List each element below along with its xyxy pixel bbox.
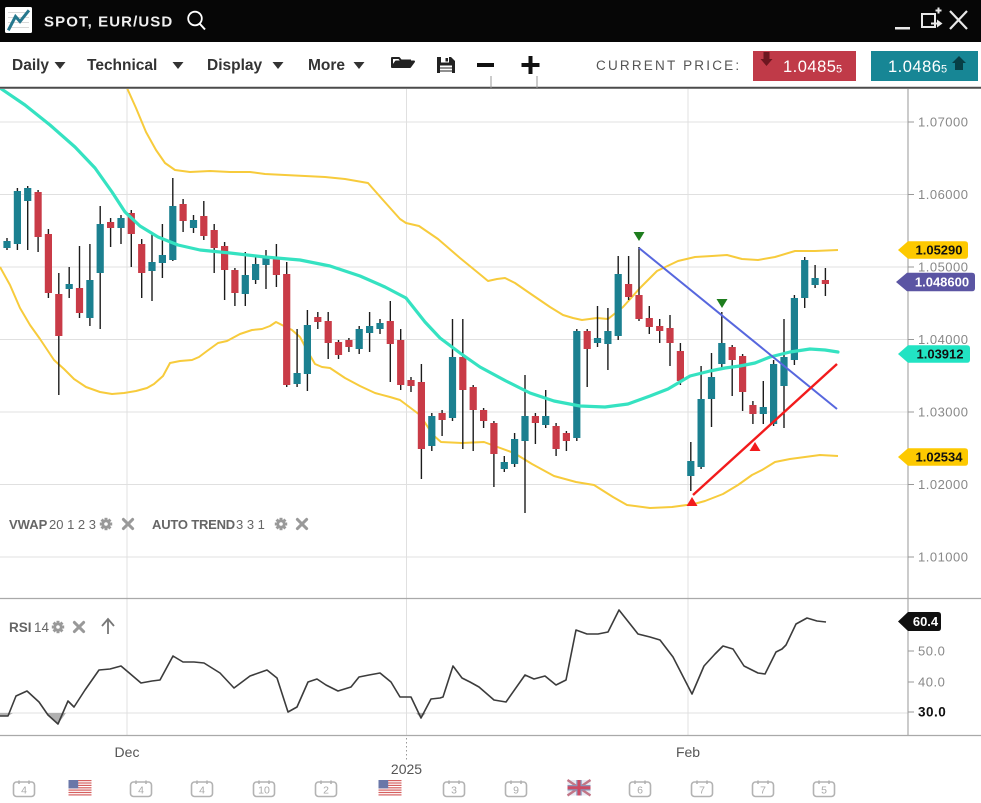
svg-text:1.06000: 1.06000 [918, 187, 969, 202]
svg-text:1.048600: 1.048600 [915, 275, 969, 290]
svg-text:1.03912: 1.03912 [917, 347, 964, 362]
svg-text:Display: Display [207, 57, 263, 74]
svg-text:3 3 1: 3 3 1 [236, 517, 265, 532]
svg-text:5: 5 [941, 64, 947, 76]
svg-text:7: 7 [699, 785, 705, 797]
svg-text:7: 7 [760, 785, 766, 797]
svg-text:2025: 2025 [391, 761, 422, 777]
svg-text:2: 2 [323, 785, 329, 797]
svg-text:50.0: 50.0 [918, 644, 945, 659]
svg-text:Technical: Technical [87, 57, 157, 74]
svg-text:VWAP: VWAP [9, 517, 48, 532]
svg-text:40.0: 40.0 [918, 675, 945, 690]
svg-text:1.0486: 1.0486 [888, 58, 941, 76]
svg-text:1.01000: 1.01000 [918, 550, 969, 565]
svg-text:10: 10 [258, 785, 270, 797]
svg-text:CURRENT PRICE:: CURRENT PRICE: [596, 58, 741, 73]
svg-text:1.03000: 1.03000 [918, 405, 969, 420]
svg-text:5: 5 [836, 64, 842, 76]
svg-text:5: 5 [821, 785, 827, 797]
svg-text:6: 6 [637, 785, 643, 797]
svg-text:Dec: Dec [115, 744, 140, 760]
svg-text:20 1 2 3: 20 1 2 3 [49, 517, 96, 532]
svg-text:3: 3 [451, 785, 457, 797]
svg-text:1.04000: 1.04000 [918, 332, 969, 347]
svg-text:1.0485: 1.0485 [783, 58, 836, 76]
svg-text:60.4: 60.4 [913, 614, 939, 629]
svg-text:RSI: RSI [9, 620, 32, 635]
svg-text:4: 4 [21, 785, 27, 797]
svg-text:4: 4 [199, 785, 205, 797]
svg-text:SPOT, EUR/USD: SPOT, EUR/USD [44, 14, 173, 31]
svg-text:9: 9 [513, 785, 519, 797]
svg-text:1.07000: 1.07000 [918, 115, 969, 130]
svg-text:1.02534: 1.02534 [916, 450, 964, 465]
svg-text:1.05290: 1.05290 [916, 243, 963, 258]
svg-text:AUTO TREND: AUTO TREND [152, 517, 235, 532]
svg-text:30.0: 30.0 [918, 705, 946, 720]
svg-text:Daily: Daily [12, 57, 49, 74]
svg-text:1.05000: 1.05000 [918, 260, 969, 275]
svg-text:More: More [308, 57, 345, 74]
svg-text:4: 4 [138, 785, 144, 797]
svg-text:1.02000: 1.02000 [918, 477, 969, 492]
svg-text:14: 14 [34, 620, 50, 635]
svg-text:Feb: Feb [676, 744, 700, 760]
